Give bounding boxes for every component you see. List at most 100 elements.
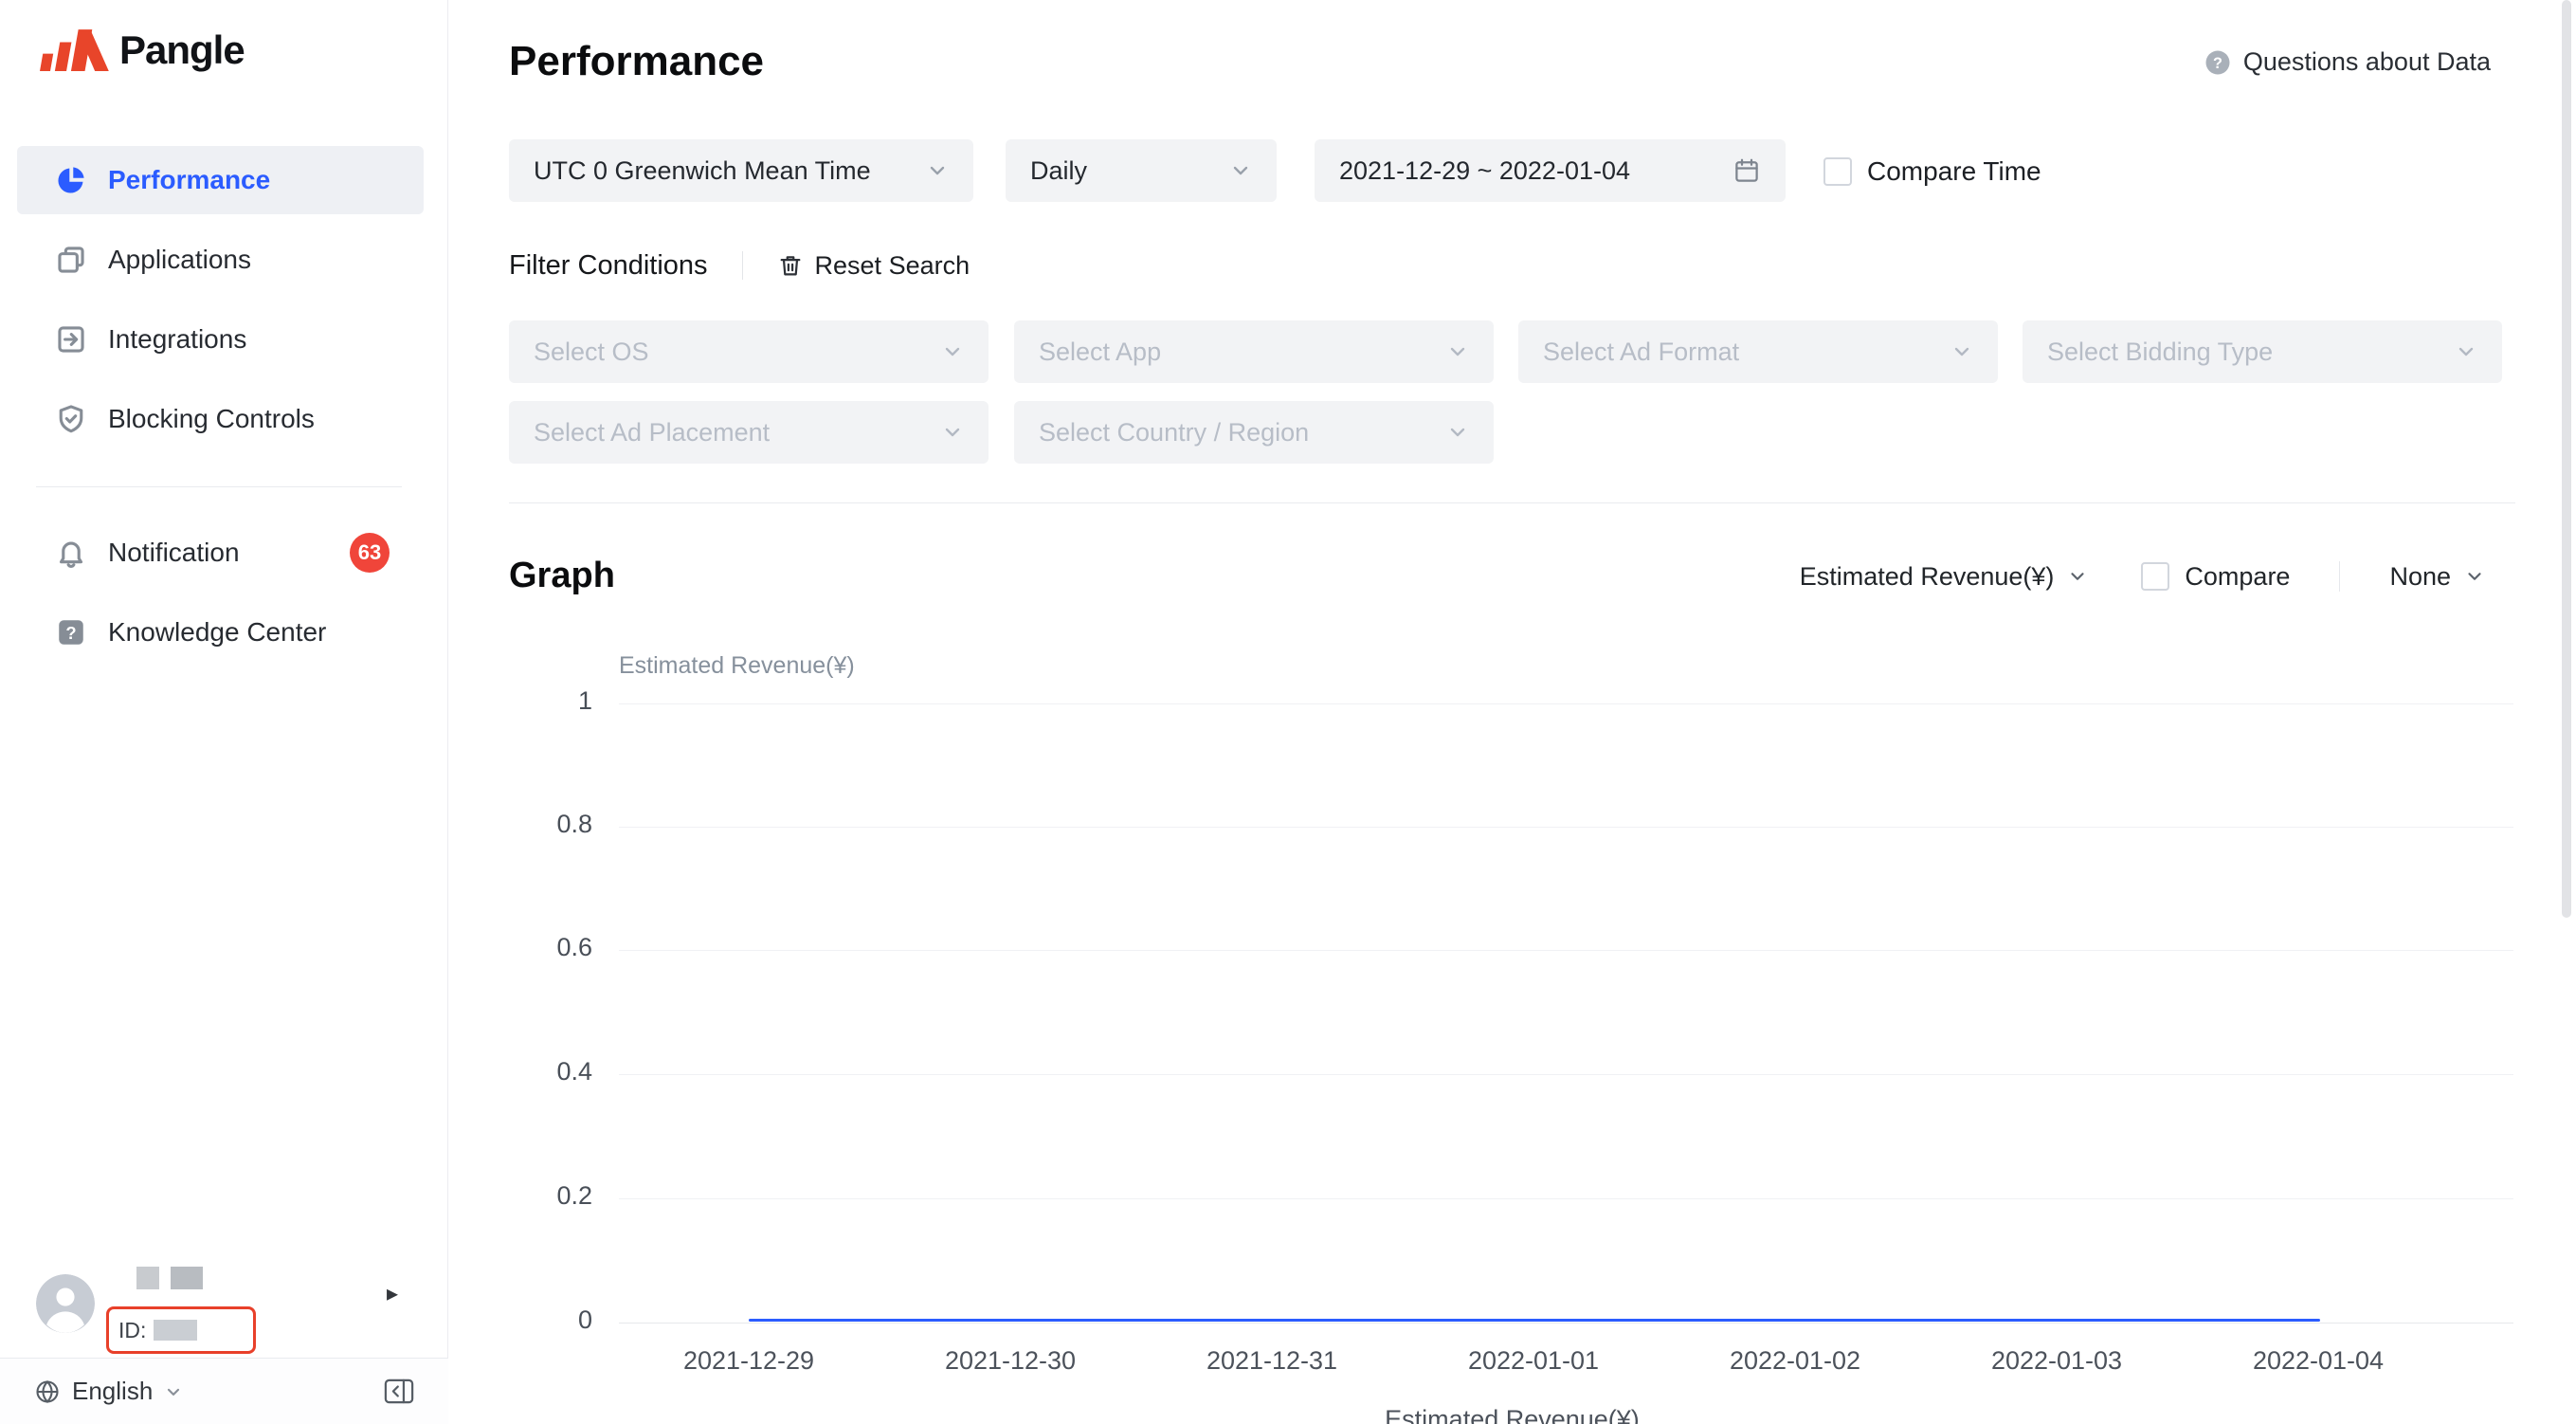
sidebar-item-label: Blocking Controls xyxy=(108,404,315,433)
graph-compare-label: Compare xyxy=(2185,561,2291,591)
graph-compare-checkbox[interactable] xyxy=(2141,562,2170,591)
secondary-menu: Notification 63 ? Knowledge Center xyxy=(0,513,448,672)
x-tick-label: 2022-01-01 xyxy=(1467,1346,1600,1375)
collapse-sidebar-icon[interactable] xyxy=(384,1378,414,1404)
user-account-area: ID: ▸ xyxy=(0,1234,448,1358)
chart-legend: Estimated Revenue(¥) xyxy=(1385,1405,1640,1424)
x-tick-label: 2022-01-04 xyxy=(2252,1346,2385,1375)
dimension-select[interactable]: None xyxy=(2389,562,2485,592)
chevron-down-icon xyxy=(2455,340,2477,363)
y-tick-label: 0.8 xyxy=(556,810,592,838)
select-bidding-type-placeholder: Select Bidding Type xyxy=(2047,337,2274,366)
select-ad-format[interactable]: Select Ad Format xyxy=(1518,320,1998,383)
dimension-value: None xyxy=(2389,561,2451,591)
sidebar-divider xyxy=(36,486,402,487)
account-id-redacted xyxy=(154,1320,198,1341)
select-country-region[interactable]: Select Country / Region xyxy=(1014,401,1494,464)
x-tick-label: 2021-12-29 xyxy=(682,1346,815,1375)
sidebar-item-label: Applications xyxy=(108,245,251,274)
sidebar-item-performance[interactable]: Performance xyxy=(0,140,448,220)
svg-text:?: ? xyxy=(2213,54,2222,71)
granularity-select[interactable]: Daily xyxy=(1006,139,1277,202)
chevron-down-icon xyxy=(926,159,949,182)
y-tick-label: 0.2 xyxy=(556,1181,592,1210)
avatar[interactable] xyxy=(36,1274,95,1333)
compare-time-option: Compare Time xyxy=(1823,156,2041,187)
y-axis-title: Estimated Revenue(¥) xyxy=(619,652,855,679)
metric-select[interactable]: Estimated Revenue(¥) xyxy=(1800,562,2089,592)
select-ad-placement-placeholder: Select Ad Placement xyxy=(534,417,771,447)
globe-icon xyxy=(34,1378,61,1405)
x-tick-label: 2022-01-03 xyxy=(1990,1346,2123,1375)
select-bidding-type[interactable]: Select Bidding Type xyxy=(2023,320,2502,383)
sidebar-item-label: Knowledge Center xyxy=(108,617,327,647)
sidebar-item-label: Performance xyxy=(108,165,271,194)
brand-logo[interactable]: Pangle xyxy=(36,27,245,74)
x-axis-line xyxy=(619,1323,2513,1324)
date-range-picker[interactable]: 2021-12-29 ~ 2022-01-04 xyxy=(1315,139,1786,202)
bell-icon xyxy=(55,537,87,569)
integration-box-arrow-icon xyxy=(55,323,87,356)
questions-about-data-label: Questions about Data xyxy=(2242,47,2491,76)
x-axis-labels: 2021-12-29 2021-12-30 2021-12-31 2022-01… xyxy=(618,1346,2449,1376)
primary-menu: Performance Applications xyxy=(0,140,448,459)
select-country-region-placeholder: Select Country / Region xyxy=(1039,417,1310,447)
reset-icon xyxy=(777,252,804,279)
sidebar-item-notification[interactable]: Notification 63 xyxy=(0,513,448,593)
x-tick-label: 2021-12-31 xyxy=(1206,1346,1338,1375)
pie-chart-icon xyxy=(55,164,87,196)
calendar-icon xyxy=(1732,156,1761,185)
y-tick-label: 0.4 xyxy=(556,1057,592,1086)
expand-account-arrow-icon[interactable]: ▸ xyxy=(387,1281,399,1306)
select-app-placeholder: Select App xyxy=(1039,337,1162,366)
applications-icon xyxy=(55,244,87,276)
shield-check-icon xyxy=(55,403,87,435)
x-tick-label: 2022-01-02 xyxy=(1729,1346,1861,1375)
select-app[interactable]: Select App xyxy=(1014,320,1494,383)
section-divider xyxy=(509,502,2515,503)
pangle-logo-mark-icon xyxy=(36,27,110,74)
question-circle-icon: ? xyxy=(2204,48,2232,77)
select-os[interactable]: Select OS xyxy=(509,320,989,383)
questions-about-data-link[interactable]: ? Questions about Data xyxy=(2204,47,2491,77)
chevron-down-icon xyxy=(164,1382,183,1401)
sidebar-item-blocking-controls[interactable]: Blocking Controls xyxy=(0,379,448,459)
graph-controls: Estimated Revenue(¥) Compare None xyxy=(1800,561,2485,592)
chevron-down-icon xyxy=(1446,340,1469,363)
timezone-select[interactable]: UTC 0 Greenwich Mean Time xyxy=(509,139,973,202)
compare-time-label: Compare Time xyxy=(1867,156,2041,186)
page-title: Performance xyxy=(509,38,765,84)
compare-time-checkbox[interactable] xyxy=(1823,157,1852,186)
chevron-down-icon xyxy=(1950,340,1973,363)
chevron-down-icon xyxy=(941,340,964,363)
date-range-value: 2021-12-29 ~ 2022-01-04 xyxy=(1339,155,1630,185)
sidebar-item-label: Notification xyxy=(108,538,240,567)
scrollbar[interactable] xyxy=(2562,0,2571,918)
sidebar-footer: English xyxy=(0,1358,448,1424)
select-ad-placement[interactable]: Select Ad Placement xyxy=(509,401,989,464)
gridline xyxy=(619,950,2513,951)
select-ad-format-placeholder: Select Ad Format xyxy=(1543,337,1740,366)
metric-value: Estimated Revenue(¥) xyxy=(1799,561,2055,591)
sidebar-item-applications[interactable]: Applications xyxy=(0,220,448,300)
reset-search-button[interactable]: Reset Search xyxy=(777,251,970,281)
sidebar-item-label: Integrations xyxy=(108,324,247,354)
gridline xyxy=(619,703,2513,704)
vertical-divider xyxy=(741,251,743,280)
y-tick-label: 0.6 xyxy=(556,933,592,961)
graph-compare-option: Compare xyxy=(2141,562,2290,592)
chevron-down-icon xyxy=(2464,566,2485,587)
gridline xyxy=(619,1074,2513,1075)
sidebar-item-knowledge-center[interactable]: ? Knowledge Center xyxy=(0,593,448,672)
account-id-highlight-box: ID: xyxy=(106,1306,256,1354)
y-tick-label: 0 xyxy=(577,1305,592,1334)
language-label: English xyxy=(72,1377,154,1405)
gridline xyxy=(619,827,2513,828)
sidebar-item-integrations[interactable]: Integrations xyxy=(0,300,448,379)
language-selector[interactable]: English xyxy=(34,1377,183,1406)
filter-conditions-row: Filter Conditions Reset Search xyxy=(509,245,970,286)
svg-text:?: ? xyxy=(65,623,76,643)
granularity-value: Daily xyxy=(1030,155,1088,185)
account-id-label: ID: xyxy=(118,1317,147,1342)
revenue-line-chart: Estimated Revenue(¥) 1 0.8 0.6 0.4 0.2 0… xyxy=(448,645,2576,1424)
